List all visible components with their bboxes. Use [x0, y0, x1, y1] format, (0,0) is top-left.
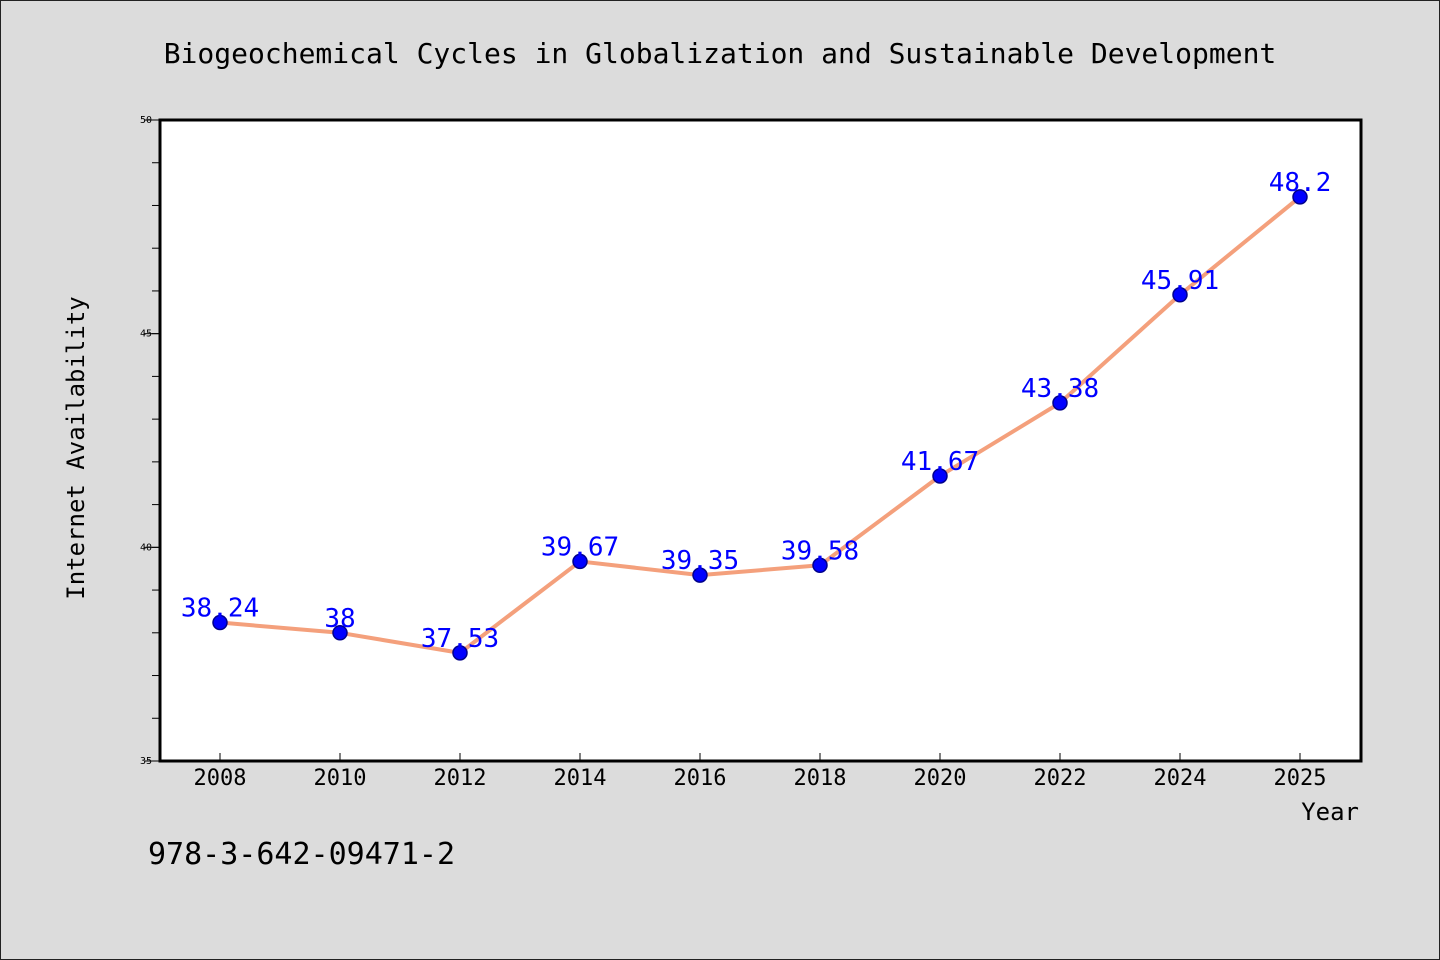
x-tick-label: 2024 — [1154, 766, 1207, 791]
data-label: 41.67 — [901, 447, 979, 477]
x-tick-label: 2025 — [1274, 766, 1327, 791]
x-axis-ticks: 2008 2010 2012 2014 2016 2018 2020 2022 2024 2025 — [194, 753, 1327, 791]
y-tick-label: 35 — [140, 756, 152, 767]
x-tick-label: 2008 — [194, 766, 247, 791]
x-axis-label: Year — [1301, 798, 1359, 826]
data-label: 43.38 — [1021, 374, 1099, 404]
data-point — [572, 553, 588, 570]
data-point — [1052, 395, 1068, 411]
series-line — [218, 194, 1302, 655]
y-axis-ticks: 35 40 45 50 — [140, 115, 160, 767]
data-label: 39.67 — [541, 532, 619, 562]
plot-area — [158, 118, 1363, 763]
x-tick-label: 2014 — [554, 766, 607, 791]
data-point — [452, 645, 468, 661]
data-labels: 38.24 38 37.53 39.67 39.35 39.58 41.67 43.38 45.… — [181, 168, 1331, 654]
x-tick-label: 2016 — [674, 766, 727, 791]
data-point — [1292, 189, 1308, 205]
data-point — [332, 625, 348, 641]
x-tick-label: 2022 — [1034, 766, 1087, 791]
data-point — [692, 567, 708, 583]
y-tick-label: 40 — [140, 542, 152, 553]
isbn-annotation: 978-3-642-09471-2 — [148, 837, 455, 872]
data-label: 38.24 — [181, 594, 259, 624]
data-label: 45.91 — [1141, 266, 1219, 296]
x-tick-label: 2010 — [314, 766, 367, 791]
data-point — [1172, 287, 1188, 303]
y-tick-label: 50 — [140, 115, 152, 126]
y-axis-label: Internet Availability — [62, 296, 90, 599]
x-tick-label: 2018 — [794, 766, 847, 791]
data-label: 48.2 — [1269, 168, 1332, 198]
chart-title: Biogeochemical Cycles in Globalization a… — [164, 37, 1277, 70]
data-point — [932, 468, 948, 484]
data-label: 39.35 — [661, 546, 739, 576]
data-label: 37.53 — [421, 624, 499, 654]
data-point — [812, 557, 828, 574]
data-label: 38 — [324, 604, 355, 634]
data-label: 39.58 — [781, 536, 859, 566]
data-point — [212, 614, 228, 631]
y-tick-label: 45 — [140, 329, 152, 340]
x-tick-label: 2012 — [434, 766, 487, 791]
data-markers — [212, 189, 1308, 661]
x-tick-label: 2020 — [914, 766, 967, 791]
